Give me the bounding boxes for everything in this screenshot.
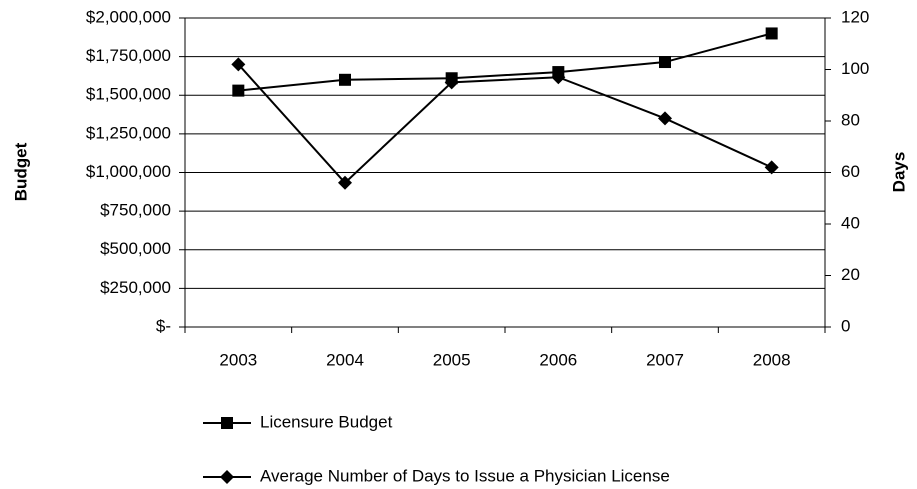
x-tick-label: 2003 xyxy=(219,350,257,369)
data-point xyxy=(231,57,246,72)
legend-marker xyxy=(221,417,233,429)
x-tick-label: 2004 xyxy=(326,350,364,369)
y2-tick-label: 0 xyxy=(841,316,850,335)
y2-tick-label: 120 xyxy=(841,7,869,26)
x-tick-label: 2008 xyxy=(753,350,791,369)
y2-tick-label: 20 xyxy=(841,265,860,284)
x-tick-label: 2006 xyxy=(539,350,577,369)
y-tick-label: $1,000,000 xyxy=(86,162,171,181)
data-point xyxy=(659,56,671,69)
series-line xyxy=(237,63,773,185)
data-point xyxy=(551,70,566,85)
data-point xyxy=(338,175,352,190)
y-tick-label: $250,000 xyxy=(100,278,171,297)
series-line xyxy=(238,32,772,92)
legend-marker xyxy=(220,470,234,484)
y-tick-label: $750,000 xyxy=(100,201,171,220)
data-point xyxy=(765,27,778,40)
y2-tick-label: 60 xyxy=(841,162,860,181)
data-point xyxy=(444,75,459,90)
legend-label: Average Number of Days to Issue a Physic… xyxy=(260,466,670,485)
data-point xyxy=(764,160,779,175)
y-tick-label: $1,500,000 xyxy=(86,85,171,104)
y-axis-title: Budget xyxy=(11,142,30,201)
x-tick-label: 2005 xyxy=(433,350,471,369)
y-tick-label: $2,000,000 xyxy=(86,7,171,26)
y-tick-label: $500,000 xyxy=(100,239,171,258)
data-point xyxy=(658,111,672,126)
x-tick-label: 2007 xyxy=(646,350,684,369)
y2-tick-label: 100 xyxy=(841,59,869,78)
data-point xyxy=(232,84,245,97)
y-tick-label: $1,750,000 xyxy=(86,46,171,65)
legend-label: Licensure Budget xyxy=(260,412,393,431)
y-tick-label: $1,250,000 xyxy=(86,123,171,142)
y2-axis-title: Days xyxy=(889,152,908,193)
y-tick-label: $- xyxy=(156,316,171,335)
data-point xyxy=(339,73,351,86)
y2-tick-label: 40 xyxy=(841,213,860,232)
y2-tick-label: 80 xyxy=(841,110,860,129)
